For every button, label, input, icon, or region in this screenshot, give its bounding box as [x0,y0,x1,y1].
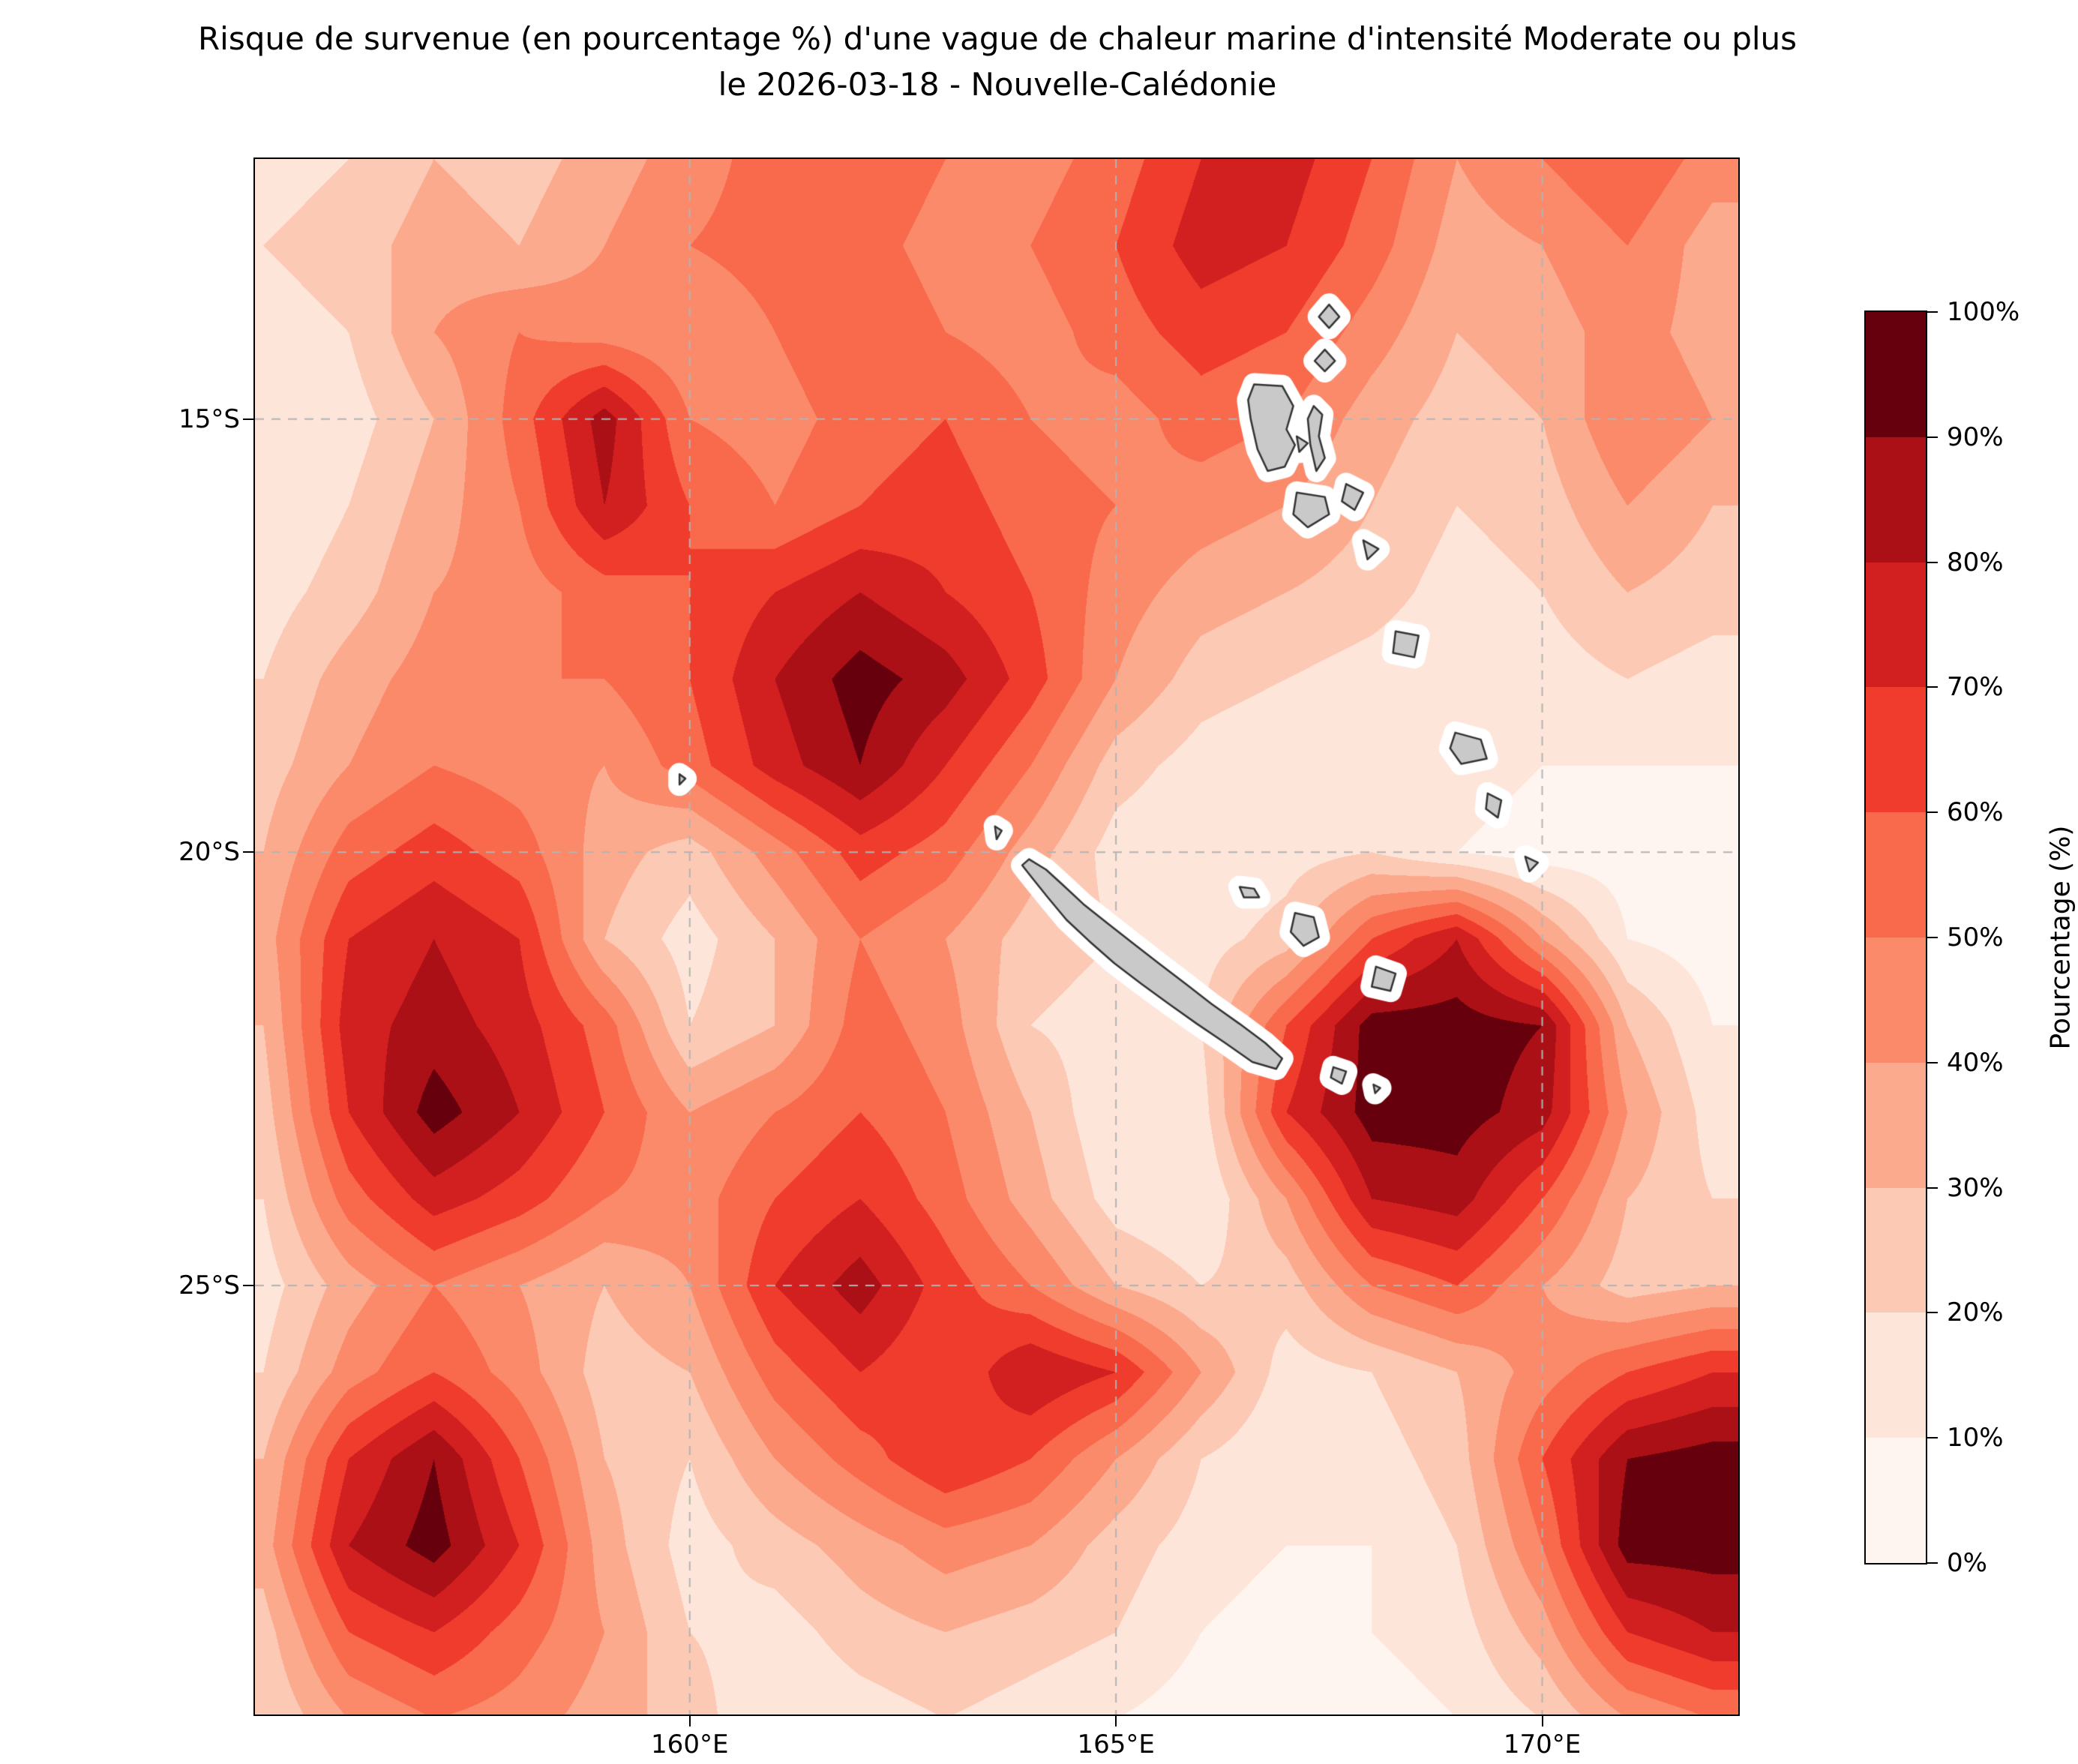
colorbar-segment [1866,937,1926,1063]
colorbar-tick-label: 80% [1947,547,2004,578]
y-tick-mark [243,1285,253,1287]
x-tick-mark [1115,1716,1117,1726]
colorbar-tick-mark [1927,1186,1938,1189]
y-tick-label: 15°S [178,404,240,434]
colorbar-segment [1866,562,1926,688]
colorbar [1864,310,1927,1564]
y-tick-label: 20°S [178,837,240,868]
x-tick-mark [1541,1716,1543,1726]
colorbar-tick-mark [1927,436,1938,438]
colorbar-tick-mark [1927,812,1938,814]
colorbar-tick-label: 60% [1947,797,2004,828]
colorbar-tick-label: 10% [1947,1423,2004,1454]
colorbar-segment [1866,1312,1926,1438]
colorbar-tick-mark [1927,311,1938,313]
colorbar-tick-label: 0% [1947,1548,1987,1578]
chart-title: Risque de survenue (en pourcentage %) d'… [198,16,1797,108]
y-tick-mark [243,851,253,854]
x-tick-mark [688,1716,691,1726]
colorbar-segment [1866,1187,1926,1313]
colorbar-tick-label: 30% [1947,1172,2004,1203]
colorbar-axis-label: Pourcentage (%) [2045,825,2077,1050]
colorbar-segment [1866,312,1926,437]
colorbar-tick-label: 50% [1947,922,2004,952]
x-tick-label: 170°E [1503,1730,1582,1760]
y-tick-mark [243,418,253,420]
colorbar-segment [1866,812,1926,938]
colorbar-tick-mark [1927,561,1938,563]
chart-title-line1: Risque de survenue (en pourcentage %) d'… [197,20,1798,57]
colorbar-tick-mark [1927,1061,1938,1064]
colorbar-tick-mark [1927,1312,1938,1314]
colorbar-segment [1866,436,1926,562]
colorbar-tick-label: 90% [1947,422,2004,452]
chart-title-line2: le 2026-03-18 - Nouvelle-Calédonie [718,65,1277,103]
x-tick-label: 165°E [1077,1730,1155,1760]
colorbar-tick-label: 100% [1947,297,2020,327]
heatmap-canvas [255,159,1738,1714]
colorbar-tick-mark [1927,1437,1938,1439]
colorbar-tick-label: 40% [1947,1047,2004,1078]
y-tick-label: 25°S [178,1270,240,1301]
colorbar-segment [1866,687,1926,813]
x-tick-label: 160°E [651,1730,729,1760]
colorbar-tick-label: 70% [1947,672,2004,703]
colorbar-tick-mark [1927,686,1938,688]
colorbar-tick-mark [1927,937,1938,938]
map-plot-area [253,158,1740,1716]
colorbar-tick-mark [1927,1562,1938,1564]
colorbar-segment [1866,1062,1926,1188]
colorbar-segment [1866,1438,1926,1563]
colorbar-tick-label: 20% [1947,1298,2004,1328]
